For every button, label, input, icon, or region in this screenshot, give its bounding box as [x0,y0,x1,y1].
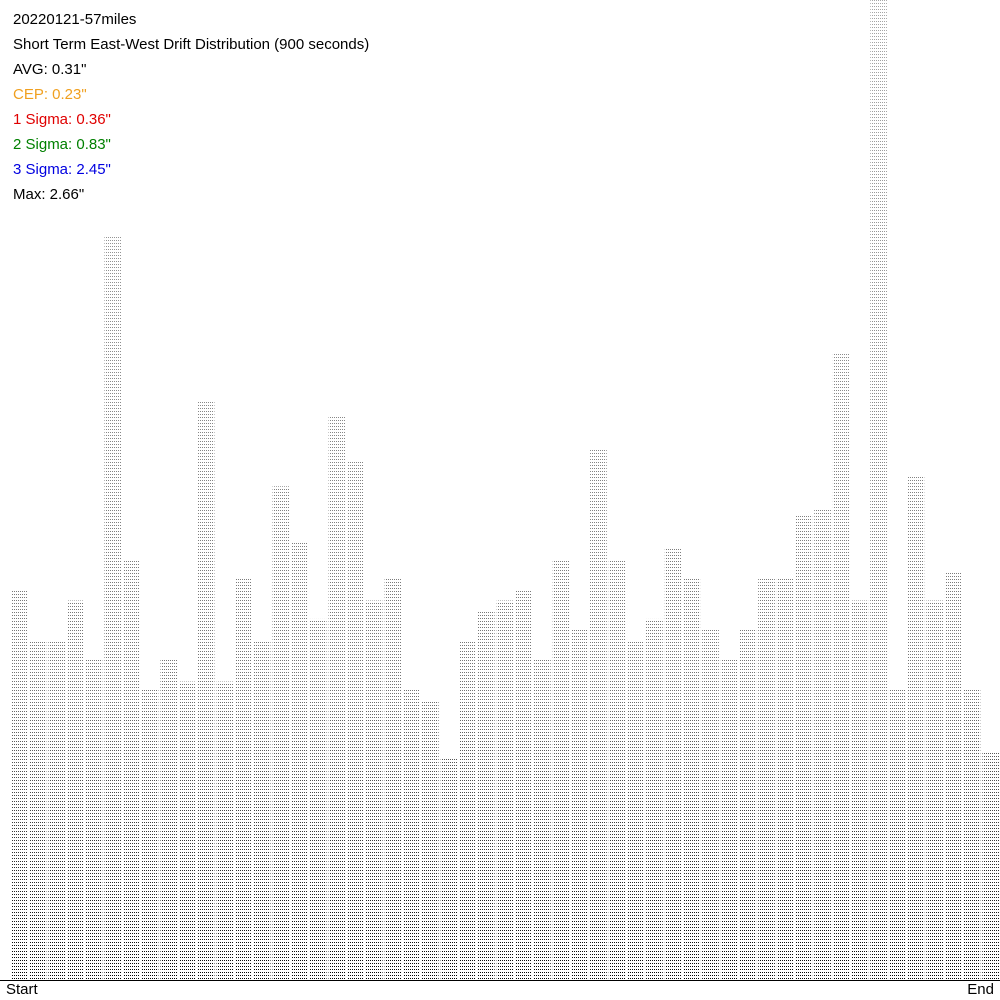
dot-column [926,600,943,980]
chart-title: 20220121-57miles [13,11,136,28]
dot-column [216,681,234,980]
dot-column [907,475,925,980]
dot-column [590,449,607,980]
stat-line: AVG: 0.31" [13,61,86,78]
dot-column [29,641,47,980]
dot-column [67,600,84,980]
dot-column [534,659,551,980]
dot-column [870,0,887,980]
dot-column [197,401,215,980]
dot-column [888,688,906,980]
dot-column [795,515,813,980]
stat-line: 3 Sigma: 2.45" [13,161,111,178]
dot-columns [11,0,999,980]
x-start-label: Start [6,981,39,998]
dot-column [48,641,66,980]
dot-column [608,560,626,980]
dot-column [963,688,981,980]
dot-column [459,641,476,980]
stat-line: 1 Sigma: 0.36" [13,111,111,128]
dot-column [496,600,514,980]
stat-line: CEP: 0.23" [13,86,87,103]
dot-column [235,578,252,980]
dot-column [832,353,850,980]
dot-column [440,758,458,980]
dot-column [85,659,103,980]
dot-column [739,630,757,980]
dot-column [328,416,346,980]
dot-column [776,578,794,980]
dot-column [141,688,159,980]
dot-column [944,571,962,980]
dot-column [365,600,383,980]
dot-column [758,578,775,980]
dot-column [253,641,271,980]
dot-column [104,235,122,980]
dot-column [552,560,570,980]
dot-column [664,548,682,980]
dot-column [720,659,738,980]
dot-column [627,641,645,980]
dot-column [477,611,495,980]
dot-column [571,630,589,980]
dot-column [515,589,533,980]
dot-column [814,508,831,980]
dot-column [123,560,140,980]
dot-column [851,600,869,980]
dot-column [160,659,178,980]
stat-line: Max: 2.66" [13,186,84,203]
dot-column [309,618,327,980]
dot-column [403,688,420,980]
dot-column [702,630,719,980]
dot-column [179,681,196,980]
x-end-label: End [967,981,994,998]
dot-column [11,589,28,980]
chart-subtitle: Short Term East-West Drift Distribution … [13,36,369,53]
dot-column [384,578,402,980]
dot-column [291,541,308,980]
dot-column [272,486,290,980]
dot-column [347,460,364,980]
dot-column [646,618,663,980]
dot-column [421,700,439,980]
dot-column [982,751,999,980]
dot-column [683,578,701,980]
stat-line: 2 Sigma: 0.83" [13,136,111,153]
